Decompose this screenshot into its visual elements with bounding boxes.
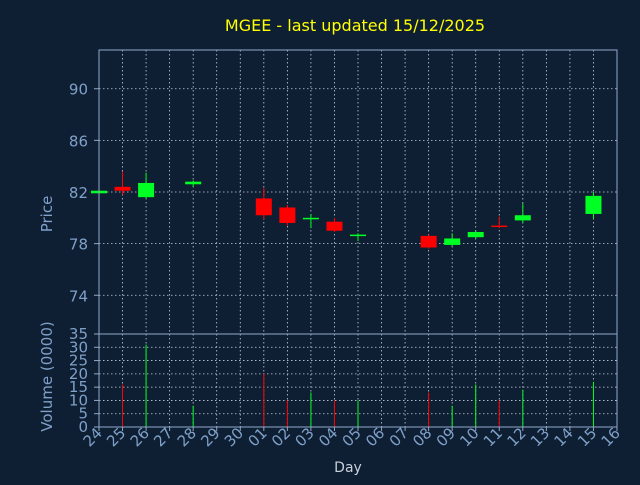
x-tick-label: 03 [292,424,318,450]
x-tick-label: 29 [197,424,223,450]
x-tick-label: 15 [574,424,600,450]
candle-body [185,181,202,185]
x-tick-label: 27 [150,424,176,450]
x-tick-label: 28 [174,424,200,450]
price-y-tick-label: 90 [69,81,88,99]
price-y-tick-label: 86 [69,132,88,150]
volume-y-tick-label: 5 [78,405,88,423]
x-tick-label: 05 [339,424,365,450]
x-tick-label: 30 [221,424,247,450]
x-tick-label: 16 [598,424,624,450]
x-tick-label: 10 [456,424,482,450]
candle-body [138,182,155,198]
chart-title: MGEE - last updated 15/12/2025 [225,16,485,35]
x-tick-label: 07 [386,424,412,450]
x-tick-label: 06 [362,424,388,450]
x-tick-label: 26 [127,424,153,450]
price-panel: 74 78 82 86 90 [69,49,618,335]
x-tick-label: 09 [433,424,459,450]
x-tick-labels: 2425262728293001020304050607080910111213… [80,424,624,450]
x-tick-label: 14 [551,424,577,450]
candle-body [585,195,602,214]
day-axis-label: Day [334,460,362,476]
candle-body [467,232,484,238]
candle-body [491,225,508,228]
x-tick-label: 11 [480,424,506,450]
volume-y-tick-label: 25 [69,352,88,370]
volume-y-tick-label: 20 [69,365,88,383]
price-y-tick-label: 82 [69,184,88,202]
x-tick-label: 01 [244,424,270,450]
x-tick-label: 04 [315,424,341,450]
price-y-tick-label: 74 [69,287,88,305]
candle-body [302,217,319,220]
candle-body [279,207,296,223]
volume-y-tick-label: 15 [69,378,88,396]
candle-body [420,235,437,248]
x-tick-label: 08 [409,424,435,450]
x-tick-label: 25 [103,424,129,450]
volume-y-tick-label: 0 [78,418,88,436]
candle-body [350,234,366,237]
candle-body [326,221,343,231]
x-tick-label: 12 [503,424,529,450]
candle-body [514,215,531,221]
volume-axis-label: Volume (0000) [38,321,56,431]
candle-body [114,186,131,191]
volume-y-tick-label: 30 [69,338,88,356]
x-tick-label: 02 [268,424,294,450]
x-tick-label: 13 [527,424,553,450]
price-y-tick-label: 78 [69,236,88,254]
candle-body [444,238,461,245]
price-axis-label: Price [38,196,56,233]
volume-y-tick-label: 10 [69,391,88,409]
volume-y-tick-label: 35 [69,325,88,343]
candle-body [255,198,272,216]
